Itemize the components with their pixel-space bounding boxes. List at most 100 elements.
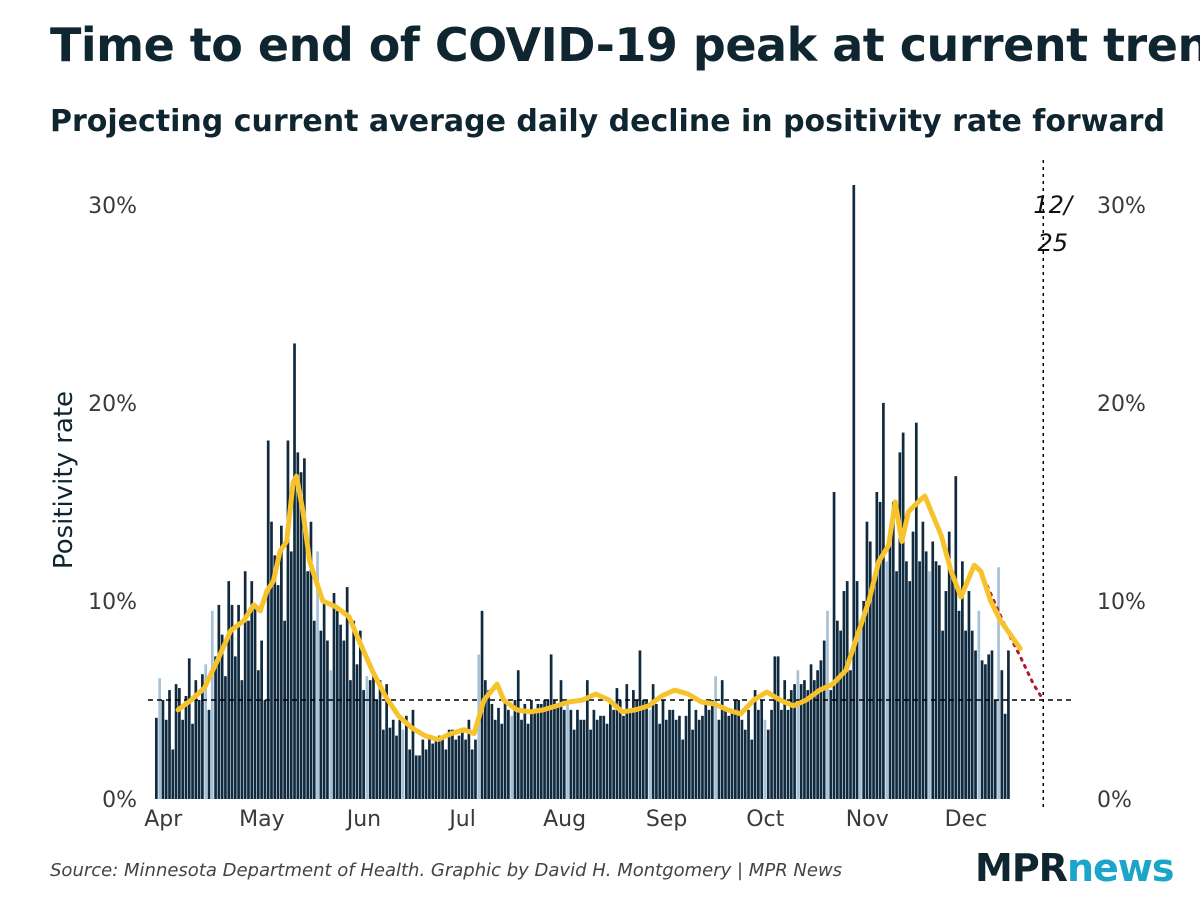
bar-day-4 xyxy=(168,690,171,799)
bar-day-232 xyxy=(918,561,921,799)
bar-day-98 xyxy=(477,654,481,799)
bar-day-219 xyxy=(875,492,879,799)
bar-day-144 xyxy=(628,709,632,799)
bar-day-246 xyxy=(964,630,968,799)
x-tick-may: May xyxy=(239,807,284,832)
y-tick-right-3: 30% xyxy=(1097,194,1146,219)
bar-day-104 xyxy=(497,707,500,799)
bar-day-145 xyxy=(632,690,635,799)
bar-day-88 xyxy=(444,749,448,799)
bar-day-31 xyxy=(256,670,260,799)
bar-day-230 xyxy=(911,531,915,799)
bar-day-103 xyxy=(493,719,497,799)
bar-day-131 xyxy=(585,680,589,799)
bar-day-152 xyxy=(655,703,658,799)
bar-day-185 xyxy=(763,719,767,799)
bar-day-134 xyxy=(595,719,599,799)
bar-day-209 xyxy=(842,591,846,799)
bar-day-8 xyxy=(181,719,185,799)
bar-day-153 xyxy=(658,723,662,799)
bar-day-254 xyxy=(990,650,994,799)
bar-day-225 xyxy=(895,571,898,799)
bar-day-118 xyxy=(543,699,546,799)
bar-day-166 xyxy=(701,715,704,799)
bar-day-10 xyxy=(187,658,191,799)
bar-day-128 xyxy=(576,709,579,799)
bar-day-234 xyxy=(924,551,928,799)
bar-day-73 xyxy=(395,735,398,799)
bar-day-94 xyxy=(464,739,467,799)
bar-day-19 xyxy=(217,604,221,799)
bar-day-120 xyxy=(549,654,553,799)
bar-day-182 xyxy=(753,690,757,799)
bar-day-129 xyxy=(579,719,583,799)
bar-day-132 xyxy=(589,729,592,799)
bar-day-201 xyxy=(816,670,819,799)
y-axis-right: 0% 10% 20% 30% xyxy=(1097,194,1146,813)
bar-day-82 xyxy=(424,749,428,799)
bar-day-194 xyxy=(793,684,796,799)
x-tick-oct: Oct xyxy=(746,807,784,832)
bar-day-220 xyxy=(878,501,882,799)
bar-day-228 xyxy=(905,561,908,799)
bar-series xyxy=(155,185,1010,799)
bar-day-155 xyxy=(664,719,668,799)
bar-day-114 xyxy=(530,699,533,799)
bar-day-202 xyxy=(819,660,823,799)
bar-day-179 xyxy=(743,729,747,799)
bar-day-206 xyxy=(832,492,836,799)
bar-day-174 xyxy=(727,715,731,799)
bar-day-55 xyxy=(335,610,339,799)
bar-day-148 xyxy=(641,699,645,799)
x-tick-dec: Dec xyxy=(945,807,988,832)
bar-day-36 xyxy=(273,555,277,799)
bar-day-237 xyxy=(934,561,938,799)
bar-day-91 xyxy=(454,739,458,799)
bar-day-67 xyxy=(375,699,379,799)
bar-day-257 xyxy=(1000,670,1004,799)
bar-day-37 xyxy=(276,585,280,799)
bar-day-238 xyxy=(937,565,941,799)
bar-day-146 xyxy=(635,699,639,799)
bar-day-259 xyxy=(1007,650,1010,799)
bar-day-250 xyxy=(977,610,981,799)
bar-day-112 xyxy=(523,703,527,799)
bar-day-83 xyxy=(428,735,431,799)
bar-day-249 xyxy=(974,650,977,799)
bar-day-127 xyxy=(572,729,576,799)
bar-day-71 xyxy=(388,727,392,799)
bar-day-178 xyxy=(740,719,744,799)
bar-day-236 xyxy=(931,541,935,799)
bar-day-143 xyxy=(625,684,629,799)
bar-day-192 xyxy=(786,709,790,799)
bar-day-100 xyxy=(483,680,487,799)
bar-day-18 xyxy=(214,656,217,799)
bar-day-25 xyxy=(237,604,240,799)
mpr-news-logo: MPRnews xyxy=(975,846,1174,890)
bar-day-32 xyxy=(260,640,263,799)
bar-day-5 xyxy=(171,749,175,799)
bar-day-176 xyxy=(734,699,737,799)
bar-day-124 xyxy=(562,709,566,799)
bar-day-69 xyxy=(382,729,385,799)
bar-day-183 xyxy=(757,709,760,799)
bar-day-74 xyxy=(398,719,402,799)
bar-day-95 xyxy=(467,719,471,799)
bar-day-188 xyxy=(773,656,777,799)
bar-day-186 xyxy=(766,729,770,799)
bar-day-116 xyxy=(536,703,540,799)
bar-day-149 xyxy=(645,699,648,799)
bar-day-216 xyxy=(865,521,869,799)
bar-day-161 xyxy=(684,715,688,799)
bar-day-213 xyxy=(855,581,859,799)
bar-day-156 xyxy=(668,709,671,799)
bar-day-62 xyxy=(358,630,362,799)
bar-day-160 xyxy=(681,739,685,799)
bar-day-24 xyxy=(233,656,237,799)
bar-day-180 xyxy=(747,709,750,799)
bar-day-117 xyxy=(539,703,543,799)
bar-day-14 xyxy=(201,674,204,799)
bar-day-125 xyxy=(566,699,569,799)
y-tick-left-1: 10% xyxy=(88,590,137,615)
bar-day-204 xyxy=(826,610,829,799)
